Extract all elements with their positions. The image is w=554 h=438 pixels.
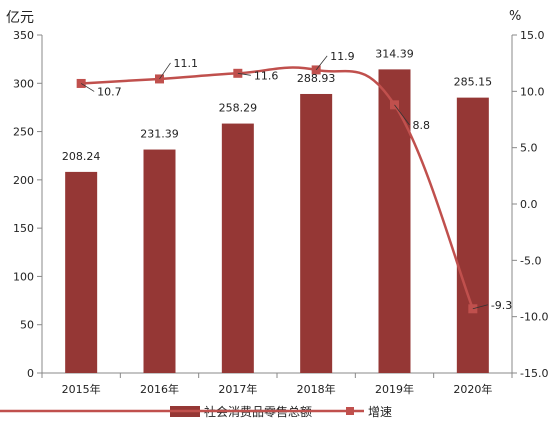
bar xyxy=(143,149,176,373)
bar-value-label: 208.24 xyxy=(62,150,101,163)
left-axis-tick-label: 0 xyxy=(27,367,34,380)
right-axis-tick-label: 0.0 xyxy=(520,198,538,211)
right-axis-tick-label: -5.0 xyxy=(520,254,541,267)
bar-value-label: 231.39 xyxy=(140,128,179,141)
bar xyxy=(221,123,254,373)
left-axis-tick-label: 50 xyxy=(20,319,34,332)
right-axis-tick-label: 10.0 xyxy=(520,85,545,98)
right-axis-tick-label: -10.0 xyxy=(520,311,548,324)
line-label-leader xyxy=(394,104,410,126)
line-label-leader xyxy=(159,62,171,80)
right-axis-tick-label: -15.0 xyxy=(520,367,548,380)
line-value-label: 10.7 xyxy=(97,85,122,98)
line-value-label: 11.9 xyxy=(330,50,355,63)
bar xyxy=(65,171,98,373)
x-axis-tick-label: 2015年 xyxy=(62,382,101,396)
legend-line-label: 增速 xyxy=(368,405,392,419)
right-axis-tick-label: 5.0 xyxy=(520,142,538,155)
legend-line-marker xyxy=(346,407,354,415)
bar xyxy=(378,69,411,373)
line-label-leader xyxy=(315,55,328,71)
bars-series xyxy=(65,69,489,374)
left-axis-tick-label: 250 xyxy=(13,126,34,139)
bar-value-label: 285.15 xyxy=(454,76,493,89)
line-value-label: 11.1 xyxy=(174,57,199,70)
x-axis-tick-label: 2016年 xyxy=(140,382,179,396)
line-series xyxy=(76,65,478,314)
x-axis-tick-label: 2017年 xyxy=(218,382,257,396)
data-labels: 208.24 231.39 258.29 288.93 314.39 285.15 10.7… xyxy=(62,47,512,311)
growth-rate-line xyxy=(81,66,475,310)
line-value-label: -9.3 xyxy=(491,299,512,312)
left-axis-tick-label: 150 xyxy=(13,222,34,235)
bar xyxy=(300,93,333,374)
x-axis-tick-label: 2018年 xyxy=(297,382,336,396)
axes: 0 50 100 150 200 250 300 350 -15.0 -10.0 -5.0 0.0 5.… xyxy=(13,29,548,396)
bar-value-label: 314.39 xyxy=(375,47,414,60)
bar-value-label: 258.29 xyxy=(219,102,258,115)
bar-value-label: 288.93 xyxy=(297,72,336,85)
legend: 社会消费品零售总额 增速 xyxy=(0,404,392,419)
left-axis-tick-label: 200 xyxy=(13,174,34,187)
left-axis-unit-label: 亿元 xyxy=(6,10,34,26)
line-label-leader xyxy=(80,83,95,92)
left-axis-tick-label: 100 xyxy=(13,270,34,283)
line-value-label: 8.8 xyxy=(413,119,431,132)
x-axis-tick-label: 2020年 xyxy=(453,382,492,396)
line-label-leader xyxy=(237,72,251,76)
right-axis-unit-label: % xyxy=(509,9,521,24)
left-axis-tick-label: 300 xyxy=(13,77,34,90)
line-label-leader xyxy=(472,304,488,310)
left-axis-tick-label: 350 xyxy=(13,29,34,42)
line-value-label: 11.6 xyxy=(254,69,278,82)
bar xyxy=(456,97,489,373)
x-axis-tick-label: 2019年 xyxy=(375,382,414,396)
right-axis-tick-label: 15.0 xyxy=(520,29,545,42)
